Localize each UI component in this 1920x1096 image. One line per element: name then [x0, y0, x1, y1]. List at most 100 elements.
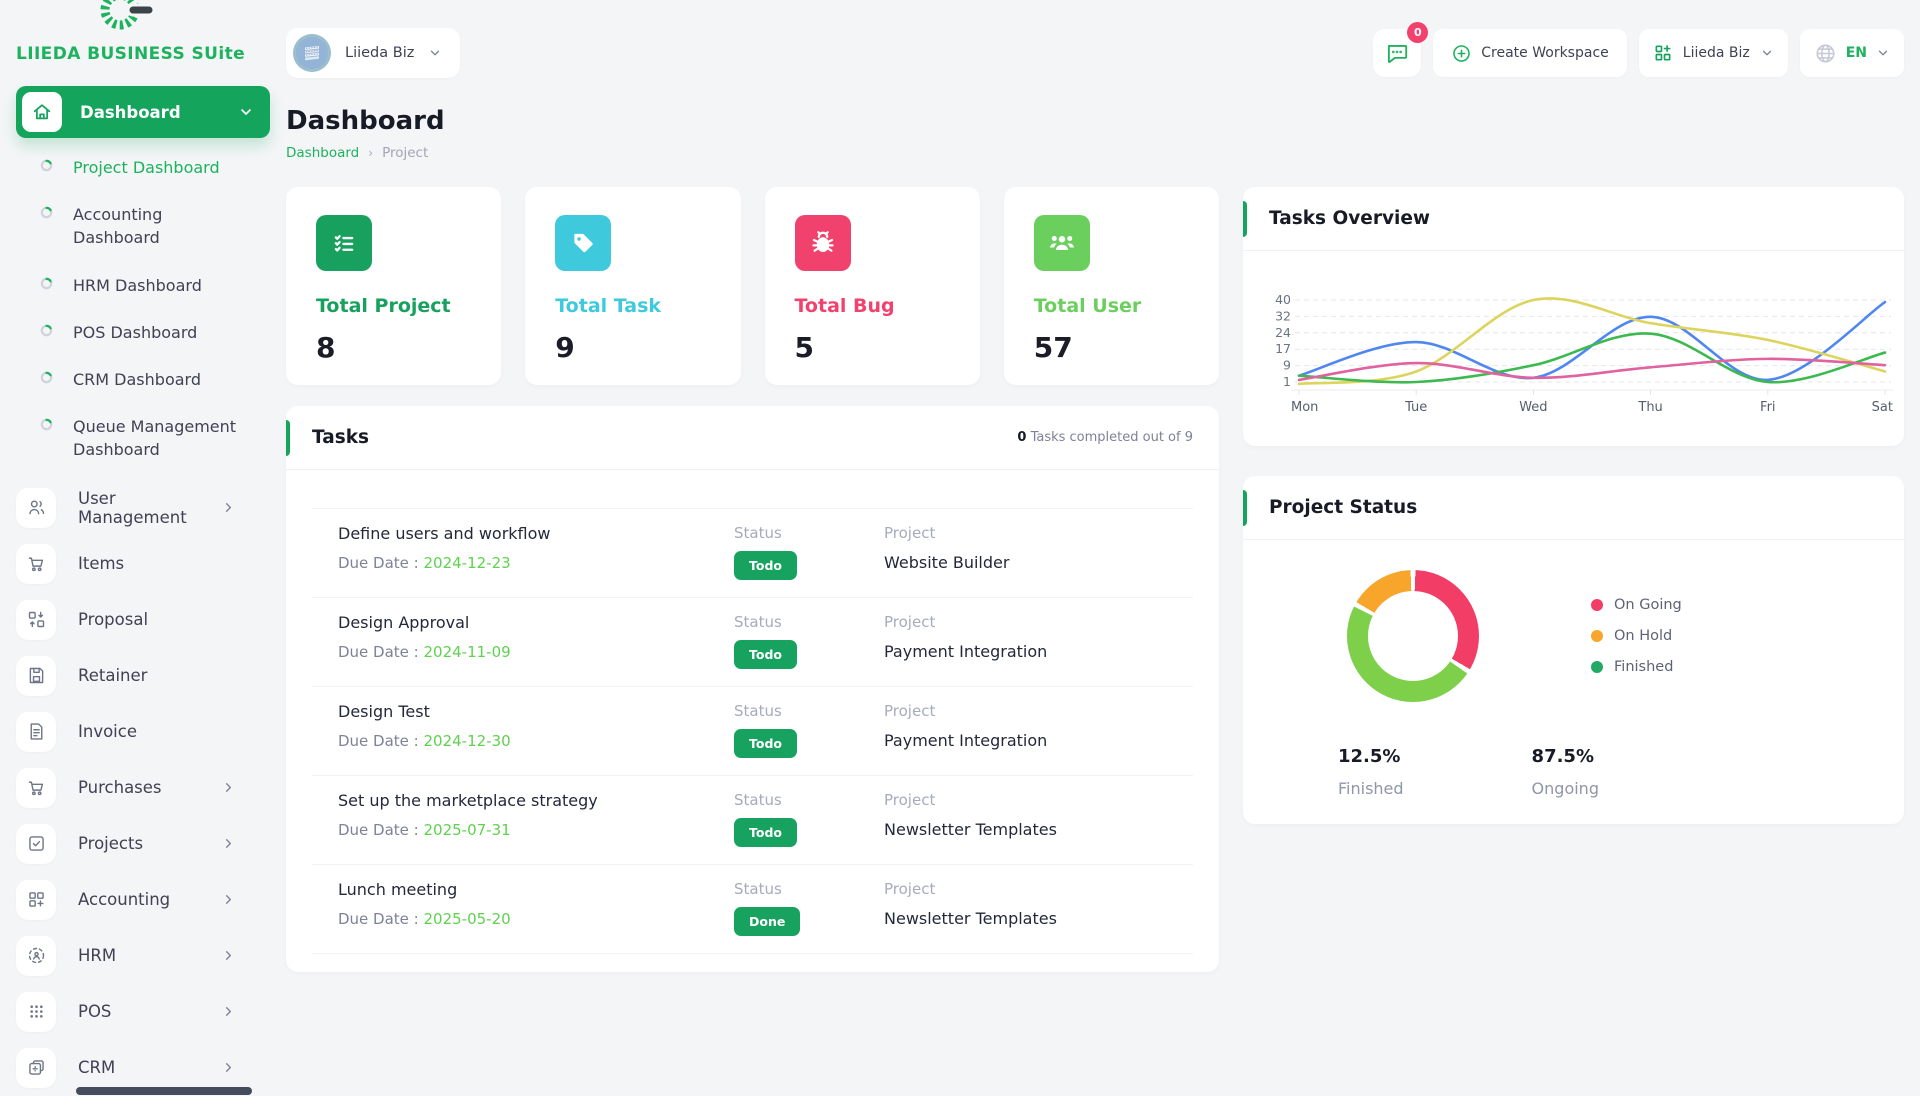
stat-card-total-user: Total User 57	[1003, 187, 1219, 385]
plus-circle-icon	[1453, 44, 1471, 62]
ongoing-stat: 87.5% Ongoing	[1532, 746, 1599, 798]
task-project-col: Project Payment Integration	[884, 702, 1193, 758]
task-project-col: Project Newsletter Templates	[884, 880, 1193, 936]
svg-text:9: 9	[1283, 358, 1291, 373]
sidebar-item-accounting[interactable]: Accounting	[16, 879, 270, 920]
ring-icon	[40, 159, 53, 172]
sidebar-item-label: Proposal	[78, 610, 149, 629]
sidebar-item-label: Items	[78, 554, 125, 573]
svg-text:Tue: Tue	[1404, 400, 1427, 415]
bug-icon	[794, 215, 851, 271]
sidebar-item-invoice[interactable]: Invoice	[16, 711, 270, 752]
tasks-overview-title: Tasks Overview	[1269, 208, 1430, 229]
legend-label: On Going	[1614, 597, 1682, 613]
sidebar-item-label: CRM	[78, 1058, 116, 1077]
sidebar-item-dashboard[interactable]: Dashboard	[16, 86, 270, 138]
sidebar-item-label: HRM	[78, 946, 117, 965]
svg-text:Thu: Thu	[1637, 400, 1662, 415]
sidebar-item-label: Project Dashboard	[73, 158, 220, 177]
left-column: Total Project 8 Total Task 9	[286, 187, 1219, 972]
legend-item-on-going[interactable]: On Going	[1591, 597, 1682, 613]
sidebar-item-purchases[interactable]: Purchases	[16, 767, 270, 808]
status-badge: Done	[734, 907, 801, 936]
sidebar-item-project-dashboard[interactable]: Project Dashboard	[40, 156, 270, 179]
chevron-right-icon	[221, 1004, 236, 1019]
workspace-chip[interactable]: Liieda Biz	[286, 28, 461, 78]
tasks-card: Tasks 0 Tasks completed out of 9 Define …	[286, 406, 1219, 972]
chevron-right-icon	[221, 836, 236, 851]
task-due: Due Date : 2024-12-30	[338, 732, 734, 750]
task-status-col: Status Todo	[734, 524, 884, 580]
sidebar-item-retainer[interactable]: Retainer	[16, 655, 270, 696]
sidebar-item-crm[interactable]: CRM	[16, 1047, 270, 1088]
create-workspace-button[interactable]: Create Workspace	[1433, 29, 1627, 77]
stat-label: Total Bug	[794, 295, 895, 317]
task-name: Design Test	[338, 702, 430, 721]
project-status-title: Project Status	[1269, 497, 1418, 518]
sidebar-item-queue-management-dashboard[interactable]: Queue Management Dashboard	[40, 415, 270, 461]
due-date: 2024-11-09	[423, 643, 511, 661]
sidebar-item-accounting-dashboard[interactable]: Accounting Dashboard	[40, 203, 270, 249]
tasks-overview-card: Tasks Overview 40 32 24 17 9 1 Mon Tue Wed Thu Fri…	[1243, 187, 1904, 446]
task-status-col: Status Todo	[734, 702, 884, 758]
ongoing-label: Ongoing	[1531, 779, 1599, 798]
sidebar-item-hrm[interactable]: HRM	[16, 935, 270, 976]
chevron-down-icon	[1760, 46, 1774, 60]
sidebar-item-pos[interactable]: POS	[16, 991, 270, 1032]
chevron-right-icon	[221, 780, 236, 795]
stat-label: Total Project	[316, 295, 451, 317]
spinner-logo-icon	[100, 0, 156, 30]
sidebar-item-hrm-dashboard[interactable]: HRM Dashboard	[40, 274, 270, 297]
legend-item-on-hold[interactable]: On Hold	[1591, 628, 1682, 644]
due-date: 2025-05-20	[423, 910, 511, 928]
tasks-title: Tasks	[312, 427, 370, 448]
task-list: Define users and workflow Due Date : 202…	[312, 508, 1193, 954]
breadcrumb: Dashboard › Project	[286, 145, 1904, 161]
task-row: Define users and workflow Due Date : 202…	[312, 508, 1193, 597]
workspace-switcher[interactable]: Liieda Biz	[1638, 29, 1788, 77]
tasks-completed-text: Tasks completed out of 9	[1026, 430, 1193, 445]
legend-item-finished[interactable]: Finished	[1591, 659, 1682, 675]
status-header: Status	[734, 613, 782, 631]
project-status-donut-chart	[1347, 570, 1479, 702]
sidebar-item-pos-dashboard[interactable]: POS Dashboard	[40, 321, 270, 344]
cart-icon	[16, 767, 56, 808]
project-status-body: On Going On Hold Finished	[1243, 540, 1904, 702]
stats-row: Total Project 8 Total Task 9	[286, 187, 1219, 385]
horizontal-scrollbar[interactable]	[76, 1087, 252, 1095]
sidebar-item-projects[interactable]: Projects	[16, 823, 270, 864]
sidebar-item-label: Invoice	[78, 722, 137, 741]
task-row: Design Approval Due Date : 2024-11-09 St…	[312, 597, 1193, 686]
sidebar-item-crm-dashboard[interactable]: CRM Dashboard	[40, 368, 270, 391]
sidebar-item-items[interactable]: Items	[16, 543, 270, 584]
check-square-icon	[16, 823, 56, 864]
project-header: Project	[884, 791, 936, 809]
topbar-actions: 0 Create Workspace Liieda Biz EN	[1373, 22, 1904, 77]
status-badge: Todo	[734, 818, 797, 847]
breadcrumb-dashboard-link[interactable]: Dashboard	[286, 145, 360, 161]
sidebar-item-label: Dashboard	[80, 102, 181, 122]
chevron-down-icon	[428, 46, 442, 60]
sidebar-item-user-management[interactable]: User Management	[16, 487, 270, 528]
copy-squares-icon	[16, 1047, 56, 1088]
project-name: Payment Integration	[884, 642, 1048, 661]
svg-text:17: 17	[1275, 341, 1291, 356]
task-status-col: Status Todo	[734, 613, 884, 669]
ring-icon	[40, 206, 53, 219]
project-header: Project	[884, 880, 936, 898]
swap-grid-icon	[16, 599, 56, 640]
chevron-right-icon	[221, 892, 236, 907]
sidebar-item-label: Accounting Dashboard	[73, 205, 163, 248]
language-selector[interactable]: EN	[1799, 29, 1904, 77]
task-project-col: Project Website Builder	[884, 524, 1193, 580]
topbar: Liieda Biz 0 Create Workspace Liieda Biz	[286, 22, 1904, 78]
notification-badge: 0	[1407, 22, 1429, 43]
svg-text:Mon: Mon	[1291, 400, 1318, 415]
chat-button[interactable]: 0	[1373, 22, 1429, 77]
dashboard-submenu: Project Dashboard Accounting Dashboard H…	[16, 156, 270, 462]
checklist-icon	[316, 215, 372, 271]
chevron-right-icon	[221, 1060, 236, 1075]
sidebar-item-proposal[interactable]: Proposal	[16, 599, 270, 640]
chevron-right-icon	[221, 500, 236, 515]
svg-text:Fri: Fri	[1760, 400, 1776, 415]
